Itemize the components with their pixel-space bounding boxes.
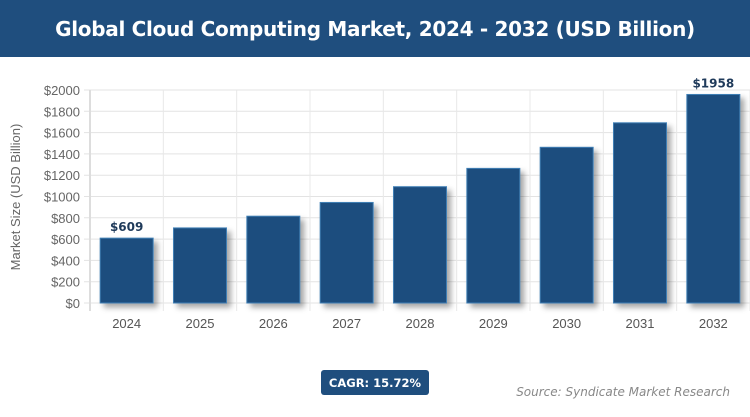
y-tick-label: $1400 [44,147,80,162]
data-label: $609 [110,220,143,234]
y-tick-label: $1600 [44,126,80,141]
bar-2032 [686,93,741,304]
data-label: $1958 [692,76,734,90]
x-tick-label: 2024 [112,316,141,331]
bar-chart: $0 $200 $400 $600 $800 $1000 $1200 $1400 $1600 $1… [8,76,750,331]
x-tick-label: 2028 [406,316,435,331]
bar-2027 [319,201,374,304]
x-tick-label: 2032 [699,316,728,331]
x-tick-label: 2026 [259,316,288,331]
y-tick-label: $1200 [44,168,80,183]
bar-2025 [173,227,227,304]
source-note: Source: Syndicate Market Research [516,385,730,399]
x-tick-label: 2031 [626,316,655,331]
y-tick-label: $600 [51,232,80,247]
x-tick-label: 2025 [186,316,215,331]
title-banner: Global Cloud Computing Market, 2024 - 20… [0,0,750,57]
bar-2030 [539,146,594,304]
bar-2026 [246,215,301,304]
x-tick-label: 2030 [552,316,581,331]
y-tick-label: $1800 [44,104,80,119]
bar-2029 [466,167,521,304]
cagr-badge: CAGR: 15.72% [321,370,429,395]
y-tick-label: $1000 [44,190,80,205]
y-tick-label: $200 [51,275,80,290]
y-tick-label: $800 [51,211,80,226]
bar-2024 [99,237,154,304]
x-tick-label: 2029 [479,316,508,331]
y-tick-label: $2000 [44,83,80,98]
x-tick-label: 2027 [332,316,361,331]
y-tick-label: $400 [51,253,80,268]
bar-2031 [613,122,667,304]
chart-title: Global Cloud Computing Market, 2024 - 20… [55,16,695,41]
bar-2028 [393,186,447,304]
y-axis-label: Market Size (USD Billion) [8,124,23,271]
y-tick-label: $0 [66,296,80,311]
